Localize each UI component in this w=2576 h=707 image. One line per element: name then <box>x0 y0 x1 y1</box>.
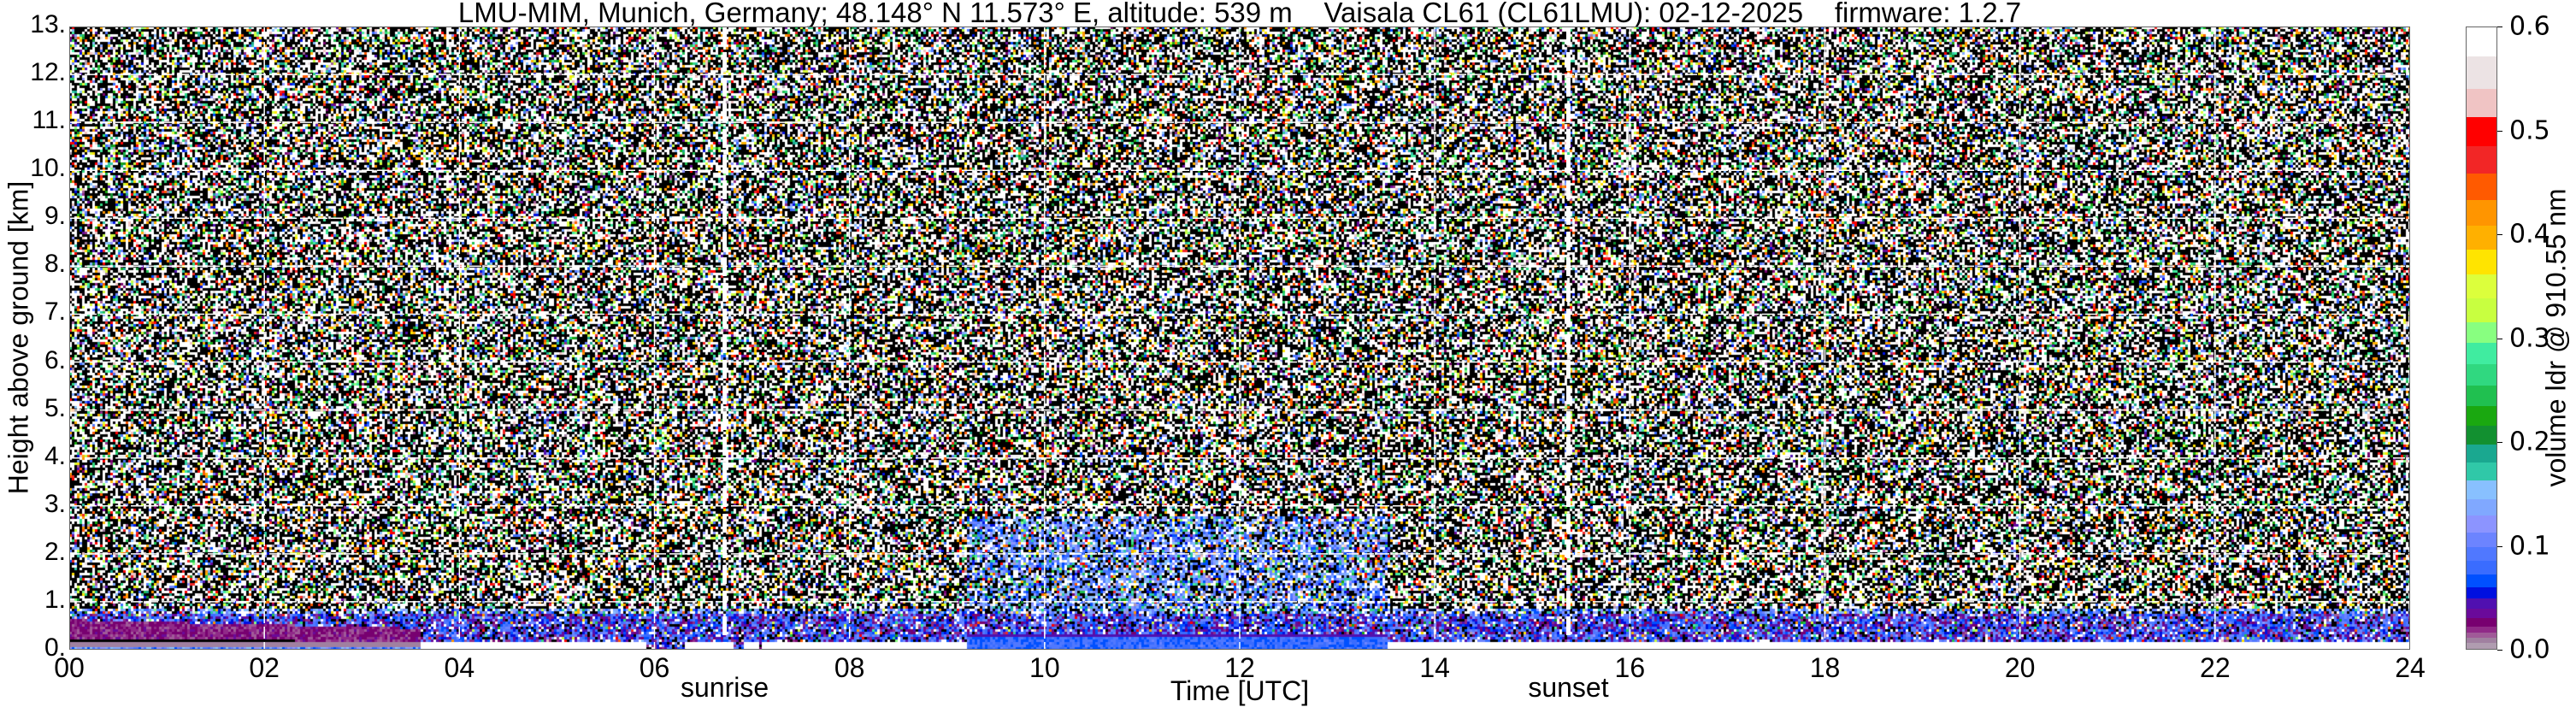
x-tick-label: 02 <box>249 652 280 683</box>
colorbar-bin <box>2467 363 2496 386</box>
chart-title: LMU-MIM, Munich, Germany; 48.148° N 11.5… <box>457 0 2022 28</box>
colorbar-bin <box>2467 632 2496 639</box>
y-axis-label: Height above ground [km] <box>3 180 34 495</box>
x-tick-label: 12 <box>1224 652 1255 683</box>
colorbar-bin <box>2467 116 2496 146</box>
y-tick-label: 0. <box>44 633 66 662</box>
colorbar <box>2466 27 2497 650</box>
colorbar-tick-label: 0.3 <box>2509 323 2550 353</box>
x-tick-label: 20 <box>2004 652 2036 683</box>
y-tick-label: 2. <box>44 537 66 566</box>
sunset-label: sunset <box>1528 672 1609 703</box>
x-tick-label: 22 <box>2200 652 2231 683</box>
colorbar-bin <box>2467 56 2496 89</box>
colorbar-bin <box>2467 425 2496 445</box>
colorbar-tick-mark <box>2497 442 2502 443</box>
colorbar-tick-label: 0.0 <box>2509 634 2550 665</box>
colorbar-tick-mark <box>2497 545 2502 547</box>
colorbar-bin <box>2467 298 2496 322</box>
colorbar-tick-label: 0.5 <box>2509 115 2550 145</box>
x-tick-label: 04 <box>444 652 475 683</box>
x-tick-label: 10 <box>1029 652 1060 683</box>
colorbar-bin <box>2467 515 2496 533</box>
colorbar-bin <box>2467 637 2496 644</box>
colorbar-tick-label: 0.6 <box>2509 11 2550 42</box>
x-tick-label: 08 <box>834 652 865 683</box>
colorbar-bin <box>2467 225 2496 250</box>
colorbar-tick-label: 0.4 <box>2509 219 2550 250</box>
colorbar-bin <box>2467 586 2496 599</box>
y-tick-label: 8. <box>44 250 66 279</box>
colorbar-bin <box>2467 385 2496 406</box>
y-tick-label: 4. <box>44 441 66 470</box>
colorbar-bin <box>2467 561 2496 575</box>
x-tick-label: 14 <box>1419 652 1450 683</box>
x-axis-label: Time [UTC] <box>1170 675 1310 706</box>
y-tick-label: 13. <box>30 10 66 38</box>
colorbar-tick-label: 0.1 <box>2509 531 2550 561</box>
colorbar-bin <box>2467 342 2496 365</box>
colorbar-bin <box>2467 642 2496 649</box>
y-tick-label: 5. <box>44 393 66 422</box>
colorbar-bin <box>2467 598 2496 610</box>
plot-overlay <box>69 27 2410 650</box>
colorbar-bin <box>2467 145 2496 174</box>
colorbar-bin <box>2467 173 2496 200</box>
colorbar-tick-label: 0.2 <box>2509 427 2550 457</box>
colorbar-bin <box>2467 249 2496 274</box>
colorbar-bin <box>2467 199 2496 226</box>
colorbar-bin <box>2467 574 2496 587</box>
y-tick-label: 6. <box>44 345 66 374</box>
colorbar-bin <box>2467 274 2496 298</box>
x-tick-label: 06 <box>639 652 670 683</box>
colorbar-bin <box>2467 546 2496 562</box>
colorbar-tick-mark <box>2497 234 2502 235</box>
colorbar-bin <box>2467 462 2496 480</box>
colorbar-bin <box>2467 480 2496 499</box>
y-tick-label: 3. <box>44 489 66 518</box>
colorbar-bin <box>2467 321 2496 343</box>
y-tick-label: 10. <box>30 154 66 183</box>
colorbar-bin <box>2467 498 2496 516</box>
colorbar-label: volume ldr @ 910.55 nm <box>2540 188 2572 487</box>
colorbar-bin <box>2467 608 2496 619</box>
colorbar-bin <box>2467 88 2496 117</box>
colorbar-bin <box>2467 617 2496 627</box>
y-tick-label: 12. <box>30 58 66 87</box>
colorbar-bin <box>2467 626 2496 633</box>
y-tick-label: 11. <box>32 106 66 135</box>
x-tick-label: 18 <box>1809 652 1841 683</box>
colorbar-bin <box>2467 405 2496 426</box>
y-tick-label: 9. <box>44 202 66 231</box>
colorbar-tick-mark <box>2497 130 2502 132</box>
y-tick-label: 7. <box>44 298 66 327</box>
sunrise-label: sunrise <box>681 672 769 703</box>
colorbar-tick-mark <box>2497 650 2502 651</box>
colorbar-bin <box>2467 444 2496 463</box>
plot-area <box>69 27 2410 650</box>
x-tick-label: 16 <box>1614 652 1646 683</box>
colorbar-bin <box>2467 27 2496 57</box>
x-tick-label: 00 <box>54 652 85 683</box>
x-tick-label: 24 <box>2395 652 2426 683</box>
colorbar-bin <box>2467 532 2496 547</box>
y-tick-label: 1. <box>44 585 66 614</box>
